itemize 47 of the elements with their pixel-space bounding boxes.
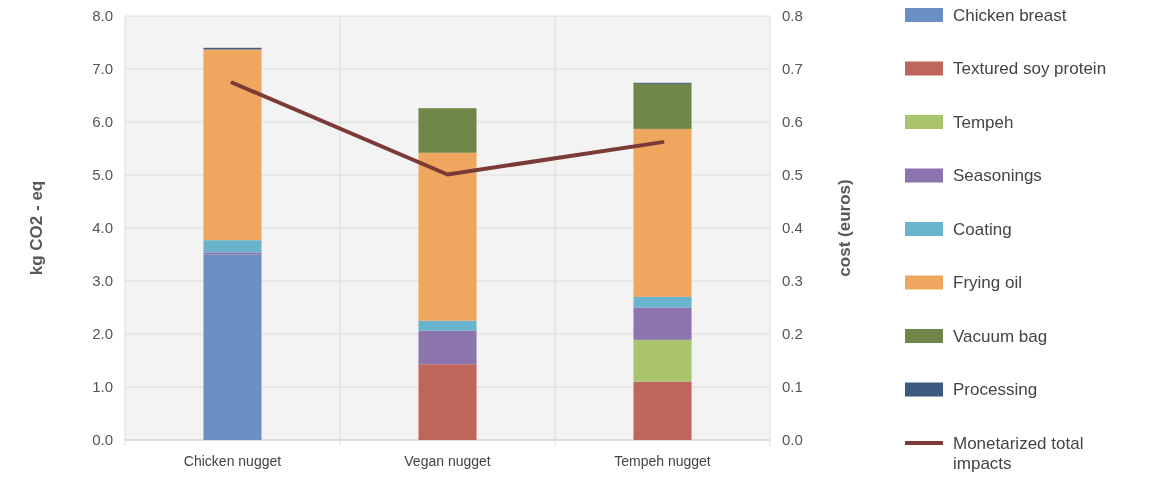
- y-tick-label: 8.0: [92, 7, 113, 25]
- bar: [203, 252, 262, 255]
- legend-label: Processing: [953, 380, 1038, 400]
- bar: [633, 296, 692, 308]
- bar: [418, 330, 477, 365]
- y-axis-title: kg CO2 - eq: [27, 180, 46, 276]
- y2-tick-label: 0.6: [782, 113, 803, 131]
- legend-label: Tempeh: [953, 112, 1014, 132]
- y2-tick-label: 0.4: [782, 219, 803, 237]
- y-tick-label: 5.0: [92, 166, 113, 184]
- bar: [418, 108, 477, 153]
- legend-label: Chicken breast: [953, 5, 1067, 25]
- bar: [633, 128, 692, 297]
- y-tick-label: 7.0: [92, 60, 113, 78]
- y2-tick-label: 0.1: [782, 378, 803, 396]
- y2-tick-label: 0.8: [782, 7, 803, 25]
- x-tick-label: Chicken nugget: [183, 453, 282, 469]
- bar: [418, 320, 477, 331]
- y2-tick-label: 0.2: [782, 325, 803, 343]
- bar: [203, 49, 262, 241]
- bar: [633, 381, 692, 440]
- legend-label: Textured soy protein: [953, 59, 1107, 79]
- legend-label: Frying oil: [953, 273, 1022, 293]
- y-tick-label: 2.0: [92, 325, 113, 343]
- y2-tick-label: 0.7: [782, 60, 803, 78]
- x-tick-label: Vegan nugget: [404, 453, 491, 469]
- y2-tick-label: 0.3: [782, 272, 803, 290]
- bar: [633, 83, 692, 129]
- y2-axis-title: cost (euros): [835, 179, 854, 277]
- y-tick-label: 4.0: [92, 219, 113, 237]
- bar: [633, 307, 692, 340]
- bar: [418, 152, 477, 321]
- y-tick-label: 6.0: [92, 113, 113, 131]
- legend-label: Vacuum bag: [953, 326, 1048, 346]
- bar: [203, 254, 262, 440]
- x-tick-label: Tempeh nugget: [614, 453, 711, 469]
- y-tick-label: 1.0: [92, 378, 113, 396]
- y-tick-label: 3.0: [92, 272, 113, 290]
- bar: [203, 240, 262, 253]
- bar: [418, 364, 477, 440]
- legend-label: Coating: [953, 219, 1012, 239]
- legend-label: Monetarized total impacts: [953, 433, 1084, 474]
- y-tick-label: 0.0: [92, 431, 113, 449]
- y2-tick-label: 0.5: [782, 166, 803, 184]
- bar: [633, 339, 692, 382]
- legend-label: Seasonings: [953, 166, 1042, 186]
- y2-tick-label: 0.0: [782, 431, 803, 449]
